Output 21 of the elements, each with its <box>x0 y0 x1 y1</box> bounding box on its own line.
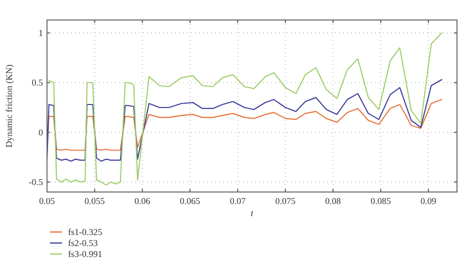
y-axis-title: Dynamic friction (KN) <box>4 64 14 148</box>
y-tick-label: 0 <box>38 127 44 138</box>
y-tick-label: 0.5 <box>32 78 44 88</box>
x-tick-label: 0.07 <box>230 196 246 206</box>
x-tick-label: 0.05 <box>39 196 56 206</box>
x-tick-label: 0.065 <box>180 196 201 206</box>
x-tick-label: 0.09 <box>420 196 437 206</box>
line-series <box>48 32 442 186</box>
y-tick-label: -0.5 <box>28 177 44 188</box>
y-tick-label: 1 <box>38 28 43 38</box>
line-series <box>46 98 442 151</box>
x-tick-label: 0.055 <box>84 196 106 206</box>
x-tick-label: 0.06 <box>134 196 151 206</box>
legend-label: fs2-0.53 <box>68 238 98 248</box>
x-tick-label: 0.08 <box>325 196 342 206</box>
line-series <box>46 79 442 162</box>
legend-label: fs1-0.325 <box>68 227 103 237</box>
x-axis-title: t <box>250 208 254 218</box>
legend-label: fs3-0.991 <box>68 249 102 259</box>
x-tick-label: 0.075 <box>275 196 296 206</box>
x-tick-label: 0.085 <box>370 196 392 206</box>
